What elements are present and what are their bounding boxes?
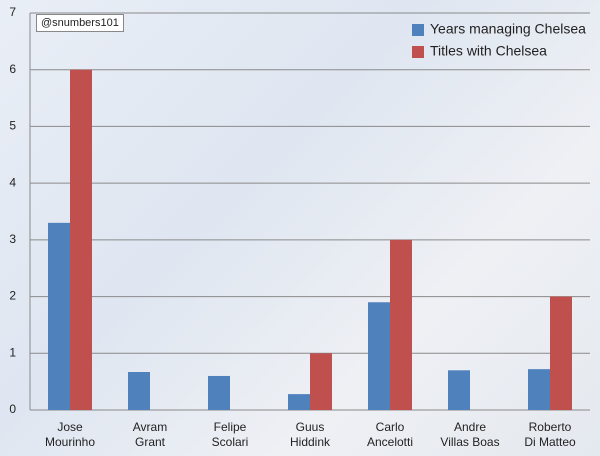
bar <box>368 302 390 410</box>
legend-label: Years managing Chelsea <box>430 21 586 37</box>
bar <box>208 375 230 410</box>
y-tick-label: 0 <box>9 402 16 416</box>
y-tick-label: 4 <box>9 175 16 189</box>
y-tick-label: 3 <box>9 232 16 246</box>
legend-swatch <box>412 24 424 36</box>
bar <box>288 394 310 410</box>
x-tick-label: Guus Hiddink <box>289 420 331 449</box>
bar <box>550 296 572 410</box>
y-tick-label: 5 <box>9 119 16 133</box>
y-tick-label: 7 <box>9 5 16 19</box>
x-tick-label: Andre Villas Boas <box>440 420 500 449</box>
legend-swatch <box>412 46 424 58</box>
bar <box>128 372 150 410</box>
bar <box>390 239 412 410</box>
annotation: @snumbers101 <box>36 14 124 32</box>
x-tick-label: Avram Grant <box>132 420 168 449</box>
bar <box>310 353 332 410</box>
bar <box>528 369 550 410</box>
bar <box>48 222 70 410</box>
x-tick-label: Carlo Ancelotti <box>366 420 414 449</box>
x-tick-label: Jose Mourinho <box>44 420 96 449</box>
x-tick-label: Felipe Scolari <box>211 420 249 449</box>
y-tick-label: 2 <box>9 289 16 303</box>
x-tick-label: Roberto Di Matteo <box>524 420 576 449</box>
y-tick-label: 6 <box>9 62 16 76</box>
legend-label: Titles with Chelsea <box>430 43 547 59</box>
bar <box>70 69 92 410</box>
bar <box>448 370 470 410</box>
y-tick-label: 1 <box>9 345 16 359</box>
